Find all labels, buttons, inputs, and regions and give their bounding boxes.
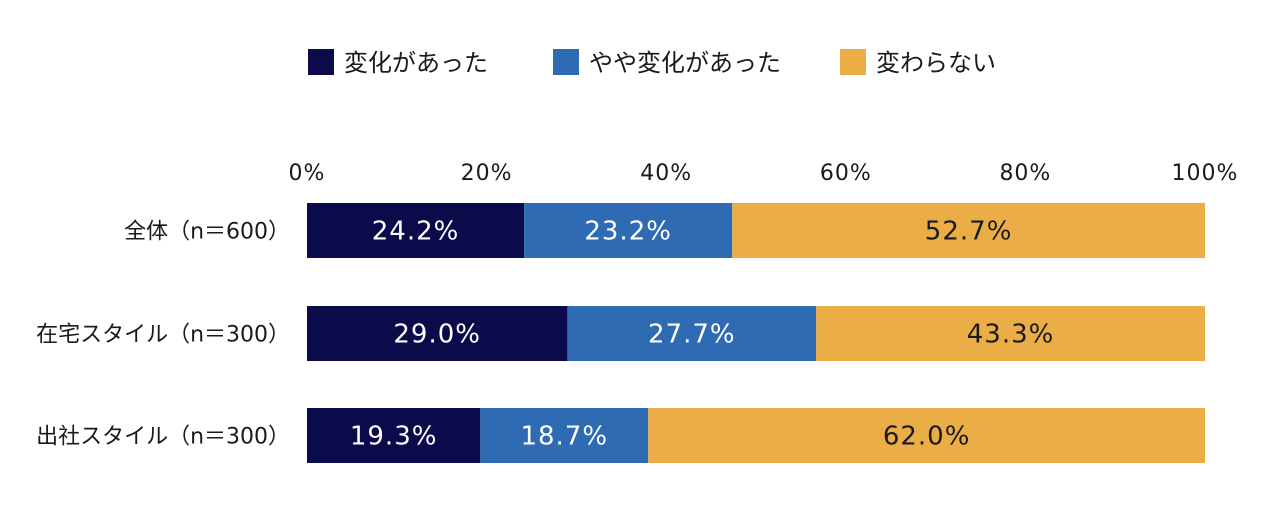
legend-label-2: やや変化があった bbox=[589, 49, 781, 77]
bar-value-label: 19.3% bbox=[350, 422, 438, 452]
x-axis-ticks: 0% 20% 40% 60% 80% 100% bbox=[289, 161, 1239, 186]
bar-segment bbox=[816, 306, 1205, 361]
bars: 24.2% 23.2% 52.7% 29.0% 27.7% 43.3% 19.3% 18.7%… bbox=[307, 203, 1205, 463]
bar-segment bbox=[307, 203, 525, 258]
legend-label-1: 変化があった bbox=[344, 49, 488, 77]
x-tick-label: 100% bbox=[1172, 161, 1239, 186]
x-tick-label: 20% bbox=[461, 161, 513, 186]
x-tick-label: 60% bbox=[820, 161, 872, 186]
bar-segment bbox=[732, 203, 1205, 258]
bar-value-label: 52.7% bbox=[925, 217, 1013, 247]
bar-segment bbox=[480, 408, 649, 463]
x-tick-label: 80% bbox=[999, 161, 1051, 186]
legend: 変化があった やや変化があった 変わらない bbox=[308, 49, 996, 77]
bar-segment bbox=[567, 306, 817, 361]
bar-segment bbox=[307, 306, 568, 361]
category-label: 在宅スタイル（n＝300） bbox=[36, 323, 290, 348]
bar-value-label: 27.7% bbox=[648, 320, 736, 350]
bar-value-label: 23.2% bbox=[584, 217, 672, 247]
bar-value-label: 43.3% bbox=[967, 320, 1055, 350]
category-label: 出社スタイル（n＝300） bbox=[36, 425, 290, 450]
bar-value-label: 24.2% bbox=[372, 217, 460, 247]
bar-segment bbox=[524, 203, 733, 258]
bar-segment bbox=[307, 408, 481, 463]
bar-segment bbox=[648, 408, 1205, 463]
category-label: 全体（n＝600） bbox=[124, 220, 290, 245]
category-labels: 全体（n＝600） 在宅スタイル（n＝300） 出社スタイル（n＝300） bbox=[36, 220, 290, 450]
legend-swatch-1 bbox=[308, 49, 334, 75]
legend-swatch-2 bbox=[553, 49, 579, 75]
legend-swatch-3 bbox=[840, 49, 866, 75]
bar-value-label: 18.7% bbox=[520, 422, 608, 452]
bar-value-label: 62.0% bbox=[883, 422, 971, 452]
legend-label-3: 変わらない bbox=[876, 49, 996, 77]
x-tick-label: 40% bbox=[640, 161, 692, 186]
x-tick-label: 0% bbox=[289, 161, 326, 186]
bar-value-label: 29.0% bbox=[393, 320, 481, 350]
